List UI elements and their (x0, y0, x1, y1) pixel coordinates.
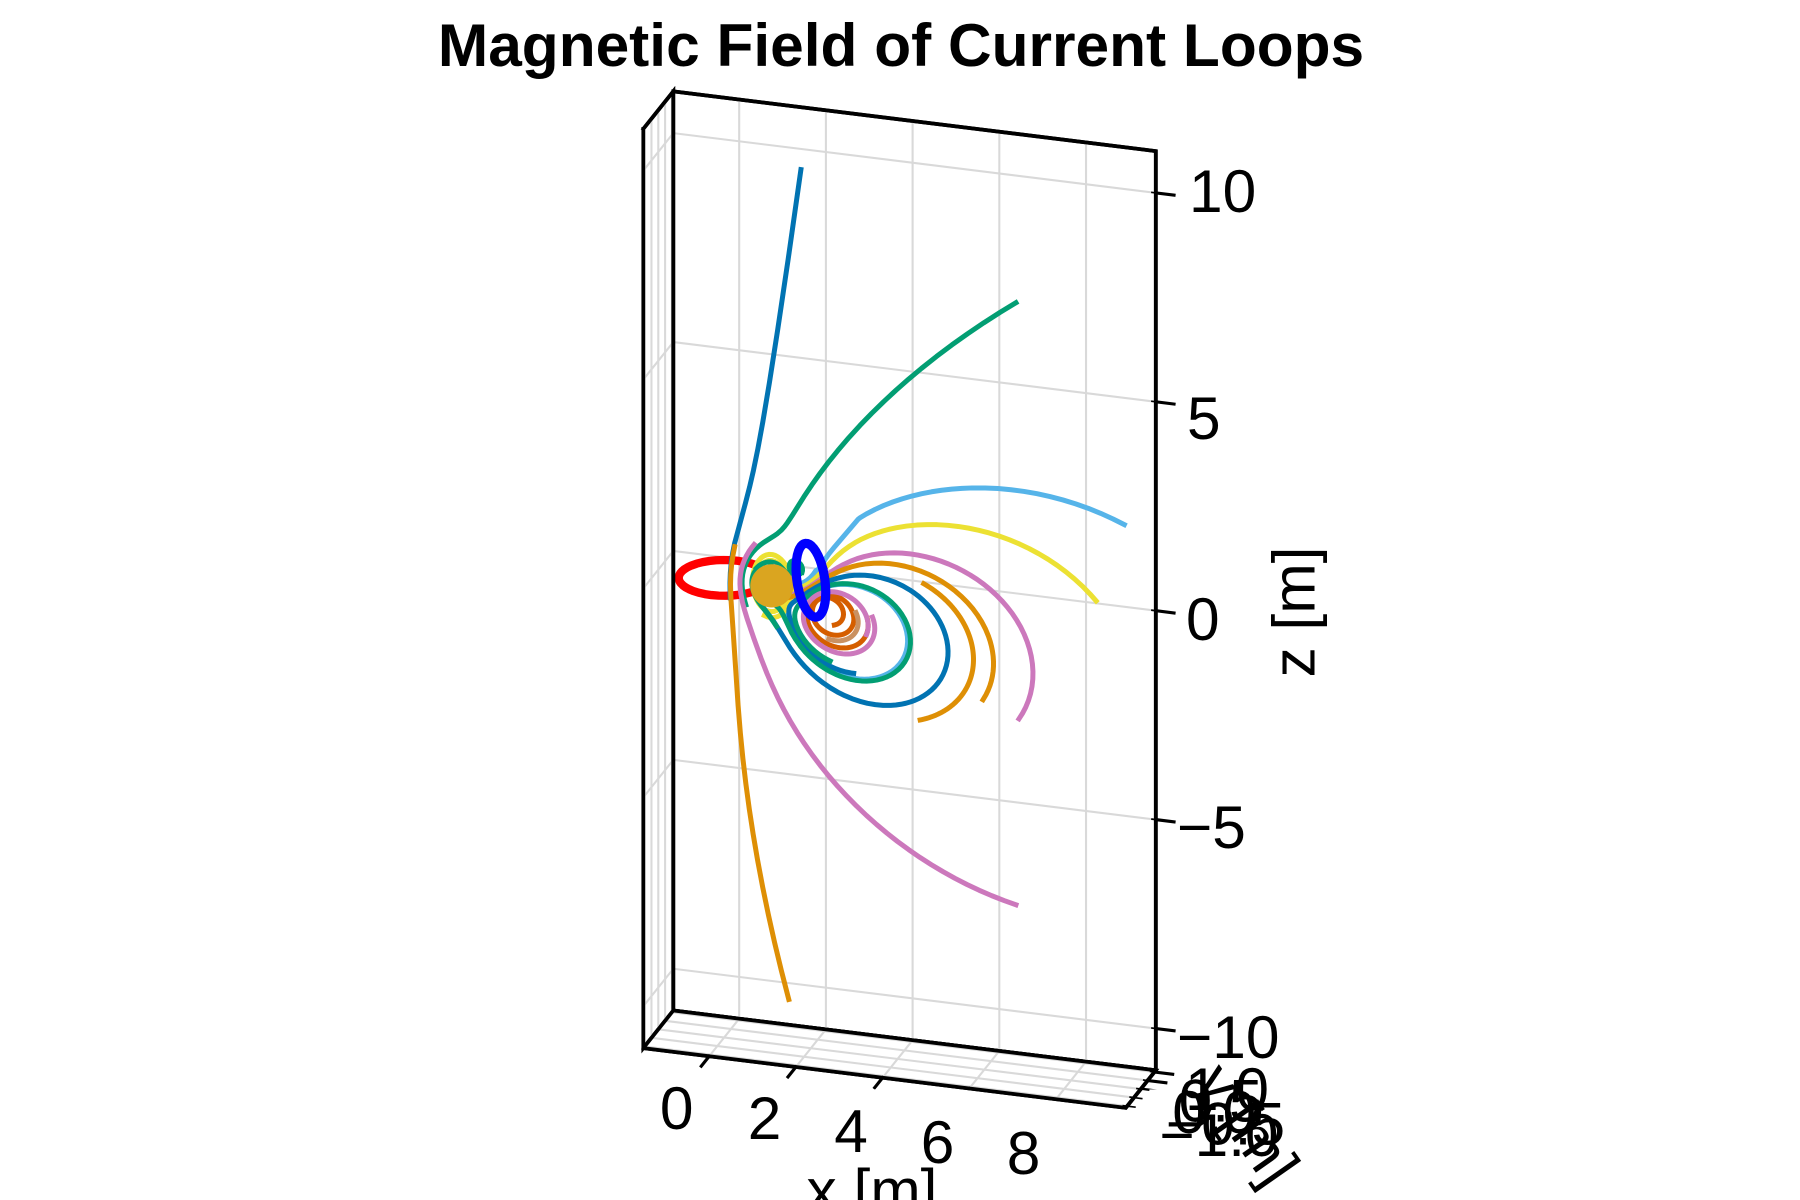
svg-text:10: 10 (1189, 157, 1256, 225)
svg-text:−1.0: −1.0 (1159, 1101, 1278, 1169)
svg-text:0: 0 (660, 1074, 694, 1142)
svg-text:4: 4 (834, 1097, 868, 1165)
svg-text:0.5: 0.5 (1179, 1067, 1263, 1135)
svg-text:5: 5 (1187, 384, 1221, 452)
svg-text:−10: −10 (1177, 1003, 1279, 1071)
svg-text:0.0: 0.0 (1172, 1078, 1256, 1146)
svg-text:2: 2 (748, 1084, 782, 1152)
svg-text:8: 8 (1007, 1119, 1041, 1187)
svg-text:Magnetic Field of Current Loop: Magnetic Field of Current Loops (438, 11, 1364, 79)
svg-text:0: 0 (1186, 585, 1220, 653)
svg-text:−0.5: −0.5 (1166, 1089, 1285, 1157)
svg-text:z [m]: z [m] (1260, 547, 1328, 678)
svg-text:1.0: 1.0 (1185, 1055, 1269, 1123)
svg-text:x [m]: x [m] (807, 1156, 938, 1200)
svg-text:−5: −5 (1177, 793, 1246, 861)
svg-text:6: 6 (921, 1108, 955, 1176)
